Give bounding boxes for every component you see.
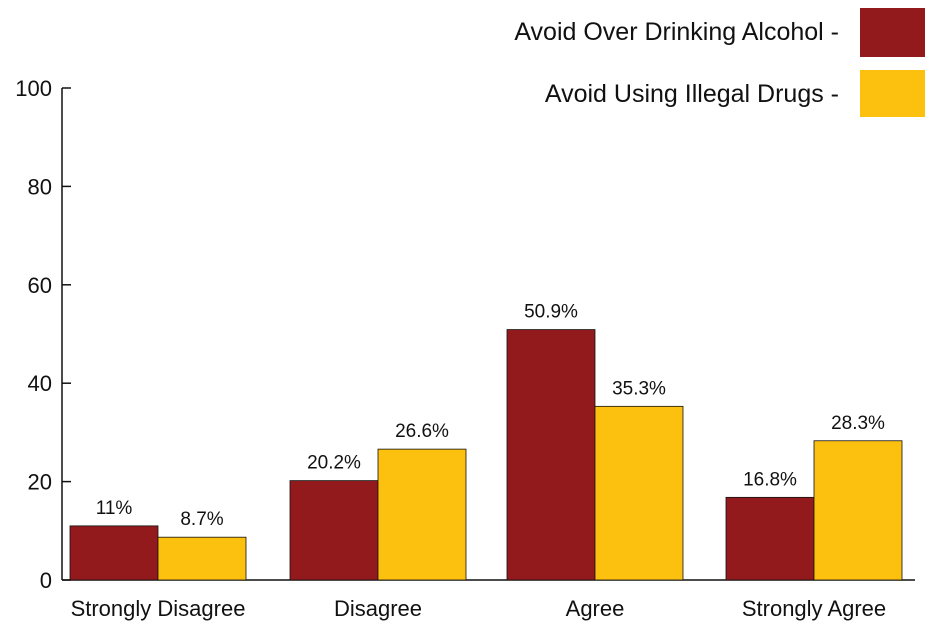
bar-alcohol xyxy=(289,480,379,581)
x-category-label: Disagree xyxy=(334,596,422,621)
data-label: 50.9% xyxy=(524,302,578,323)
x-category-label: Strongly Disagree xyxy=(71,596,246,621)
data-label: 8.7% xyxy=(180,509,223,530)
legend: Avoid Over Drinking Alcohol - Avoid Using… xyxy=(514,8,925,117)
y-tick-label: 80 xyxy=(28,174,52,199)
bar-drugs xyxy=(594,405,684,581)
x-category-label: Strongly Agree xyxy=(742,596,886,621)
data-label: 26.6% xyxy=(395,421,449,442)
bar-alcohol xyxy=(725,496,815,581)
plot-area: 11% 8.7% 20.2% 26.6% 50.9% 35.3% 16.8% 28.3% xyxy=(69,302,903,581)
data-label: 28.3% xyxy=(831,413,885,434)
y-tick-label: 60 xyxy=(28,273,52,298)
bar-alcohol xyxy=(506,329,596,581)
y-tick-label: 100 xyxy=(15,76,52,101)
legend-label: Avoid Over Drinking Alcohol - xyxy=(514,18,839,46)
x-category-label: Agree xyxy=(566,596,625,621)
data-label: 20.2% xyxy=(307,453,361,474)
legend-label: Avoid Using Illegal Drugs - xyxy=(545,80,839,108)
legend-swatch xyxy=(860,70,925,117)
data-label: 16.8% xyxy=(743,469,797,490)
y-tick-label: 40 xyxy=(28,371,52,396)
y-tick-label: 20 xyxy=(28,470,52,495)
bar-drugs xyxy=(377,448,467,581)
bar-drugs xyxy=(813,440,903,581)
y-tick-label: 0 xyxy=(40,568,52,593)
data-label: 11% xyxy=(96,498,133,519)
x-axis: Strongly Disagree Disagree Agree Strongly A… xyxy=(71,596,887,621)
bar-drugs xyxy=(157,536,247,581)
bar-alcohol xyxy=(69,525,159,581)
legend-swatch xyxy=(860,8,925,57)
data-label: 35.3% xyxy=(612,378,666,399)
